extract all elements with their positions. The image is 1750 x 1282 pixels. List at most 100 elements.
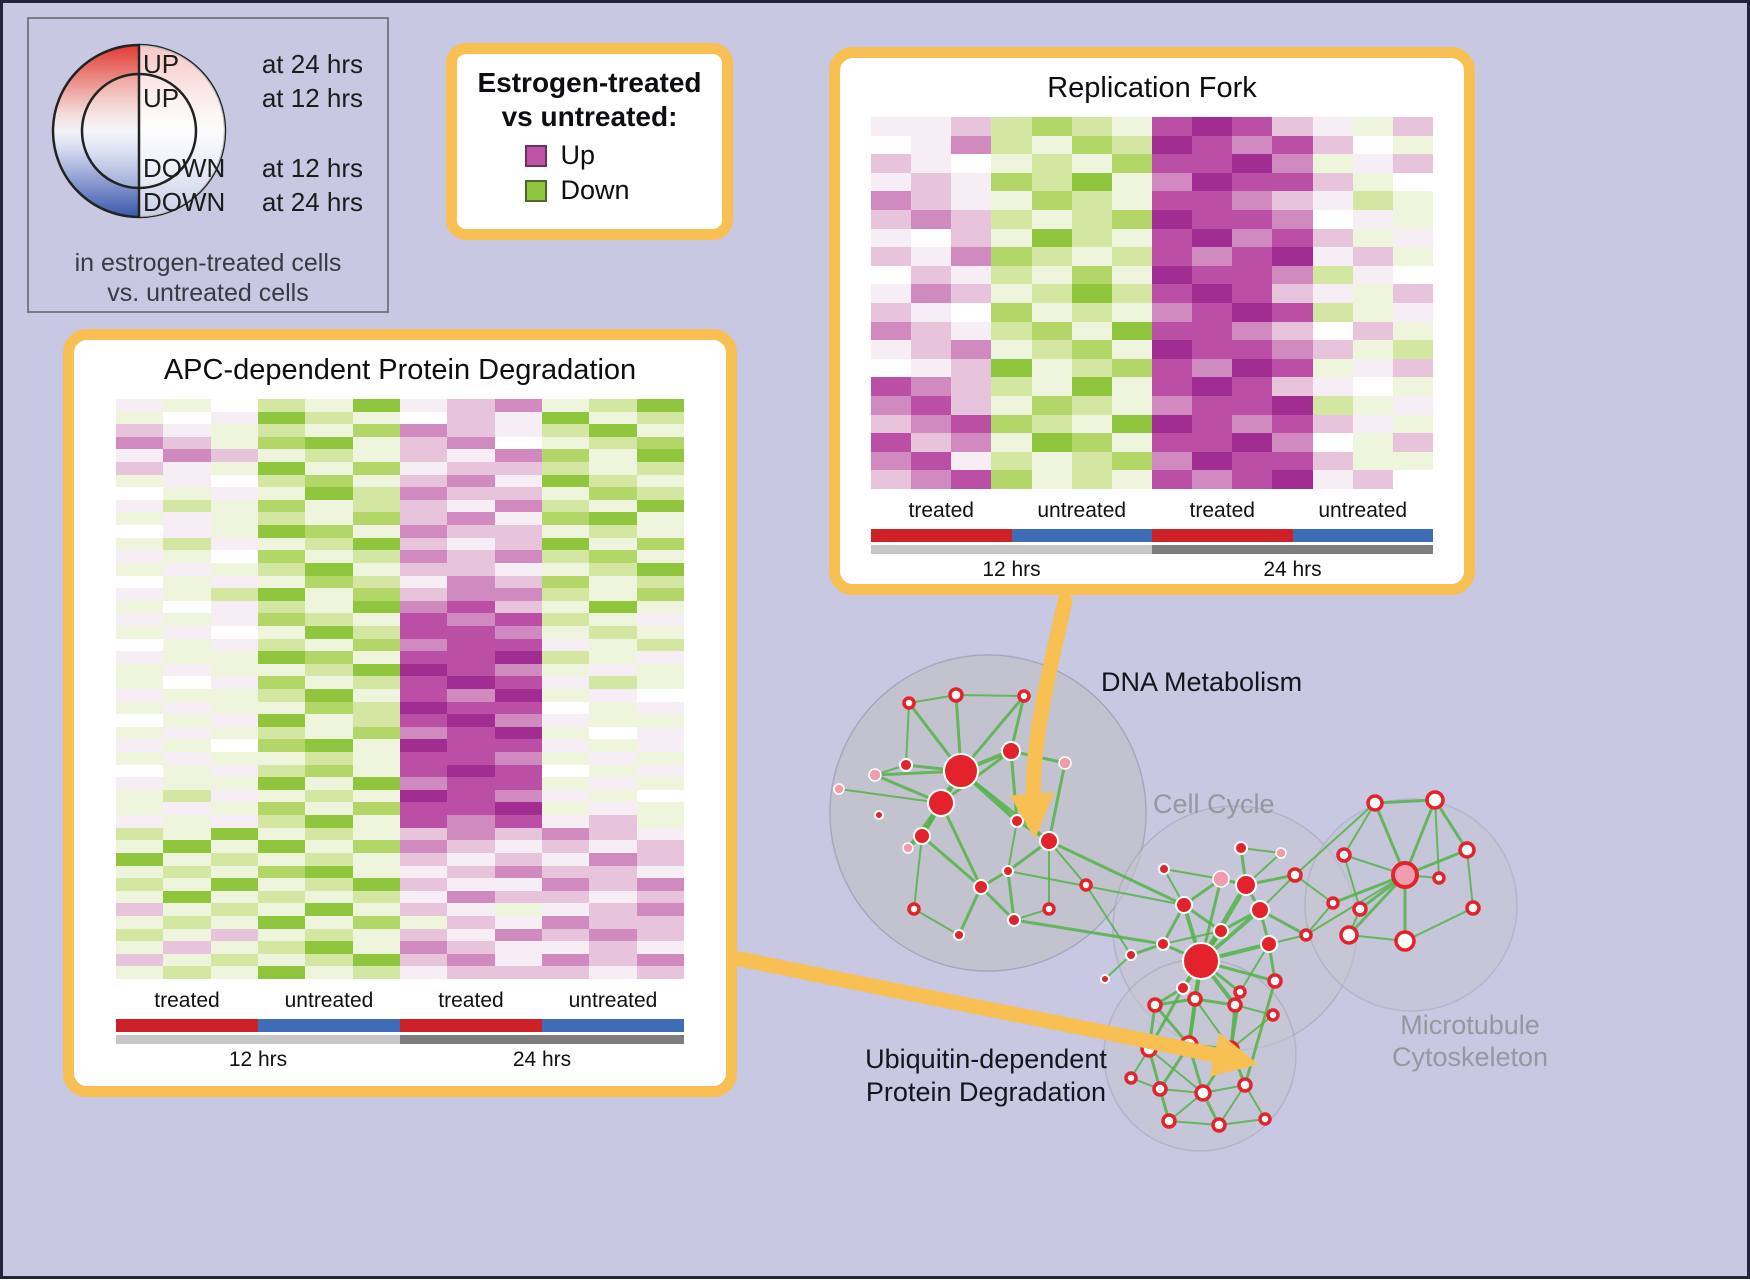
heatmap-cell <box>399 903 448 916</box>
gene-node <box>1465 900 1481 916</box>
legend-items: Up Down <box>524 140 655 206</box>
heatmap-cell <box>305 676 353 689</box>
heatmap-cell <box>1352 303 1393 322</box>
network-edge <box>1373 798 1437 805</box>
network-edge <box>1187 959 1203 1047</box>
network-edge <box>1201 1091 1221 1127</box>
network-edge <box>913 908 960 936</box>
heatmap-cell <box>305 739 353 753</box>
network-edge <box>959 749 1013 773</box>
heatmap-cell <box>541 878 590 891</box>
heatmap-cell <box>1392 340 1433 359</box>
heatmap-cell <box>210 777 258 790</box>
heatmap-cell <box>1312 154 1353 173</box>
heatmap-cell <box>447 575 495 589</box>
heatmap-cell <box>257 777 306 790</box>
heatmap-cell <box>541 537 590 551</box>
heatmap-cell <box>1272 247 1313 266</box>
heatmap-cell <box>305 499 353 513</box>
heatmap-cell <box>399 840 448 853</box>
heatmap-cell <box>1232 247 1273 266</box>
legend-title-line1: Estrogen-treated <box>477 67 702 98</box>
network-edge <box>1348 934 1406 942</box>
heatmap-cell <box>1192 340 1233 359</box>
heatmap-cell <box>257 941 306 954</box>
network-edge <box>1130 1077 1161 1090</box>
heatmap-cell <box>447 852 495 866</box>
network-edge <box>1153 1003 1191 1047</box>
heatmap-cell <box>257 474 306 488</box>
heatmap-cell <box>210 676 258 689</box>
heatmap-cell <box>1071 451 1112 471</box>
heatmap-cell <box>1392 433 1433 452</box>
heatmap-cell <box>116 449 164 463</box>
network-edge <box>1305 902 1334 936</box>
heatmap-cell <box>1232 154 1273 173</box>
heatmap-cell <box>911 396 952 415</box>
gene-node <box>1212 870 1230 888</box>
heatmap-cell <box>305 915 353 929</box>
heatmap-cell <box>399 764 448 778</box>
heatmap-cell <box>636 550 684 563</box>
network-edge <box>1199 877 1223 963</box>
replication-fork-heatmap <box>871 117 1433 489</box>
heatmap-cell <box>210 424 258 437</box>
network-edge <box>1158 1087 1171 1123</box>
heatmap-cell <box>210 663 258 677</box>
heatmap-cell <box>871 451 912 471</box>
gene-node <box>874 810 884 820</box>
heatmap-cell <box>305 424 353 437</box>
heatmap-cell <box>116 941 164 954</box>
heatmap-cell <box>1192 284 1233 303</box>
heatmap-cell <box>911 470 952 489</box>
heatmap-cell <box>589 588 637 601</box>
heatmap-cell <box>1111 358 1152 378</box>
network-edge <box>1163 868 1222 880</box>
heatmap-cell <box>991 117 1032 136</box>
network-edge <box>1194 998 1232 1050</box>
heatmap-cell <box>305 600 353 614</box>
heatmap-cell <box>257 424 306 437</box>
heatmap-cell <box>257 449 306 463</box>
heatmap-cell <box>352 424 400 437</box>
heatmap-cell <box>1232 470 1273 489</box>
heatmap-cell <box>1392 396 1433 415</box>
heatmap-cell <box>1352 154 1393 173</box>
network-edge <box>1199 959 1237 1007</box>
heatmap-cell <box>1312 470 1353 489</box>
heatmap-cell <box>399 638 448 652</box>
heatmap-cell <box>991 433 1032 452</box>
heatmap-cell <box>541 953 590 967</box>
heatmap-cell <box>589 411 637 425</box>
network-edge <box>1268 934 1307 945</box>
heatmap-cell <box>163 424 211 437</box>
heatmap-cell <box>305 726 353 740</box>
heatmap-cell <box>871 247 912 266</box>
heatmap-cell <box>636 638 684 652</box>
down-swatch-icon <box>524 179 547 202</box>
heatmap-cell <box>1352 265 1393 285</box>
heatmap-cell <box>991 377 1032 396</box>
heatmap-cell <box>541 613 590 626</box>
heatmap-cell <box>257 827 306 841</box>
heatmap-cell <box>494 588 542 601</box>
heatmap-cell <box>116 953 164 967</box>
heatmap-cell <box>210 525 258 538</box>
heatmap-cell <box>1232 228 1273 248</box>
heatmap-cell <box>494 915 542 929</box>
network-edge <box>1258 908 1308 937</box>
heatmap-cell <box>163 411 211 425</box>
heatmap-cell <box>494 399 542 412</box>
heatmap-cell <box>1031 284 1072 303</box>
heatmap-cell <box>447 815 495 828</box>
heatmap-cell <box>116 575 164 589</box>
heatmap-cell <box>1272 340 1313 359</box>
heatmap-cell <box>589 525 637 538</box>
heatmap-cell <box>1071 470 1112 489</box>
heatmap-cell <box>210 865 258 879</box>
heatmap-cell <box>871 117 912 136</box>
heatmap-cell <box>352 512 400 526</box>
heatmap-cell <box>494 878 542 891</box>
network-edge <box>1085 884 1132 956</box>
